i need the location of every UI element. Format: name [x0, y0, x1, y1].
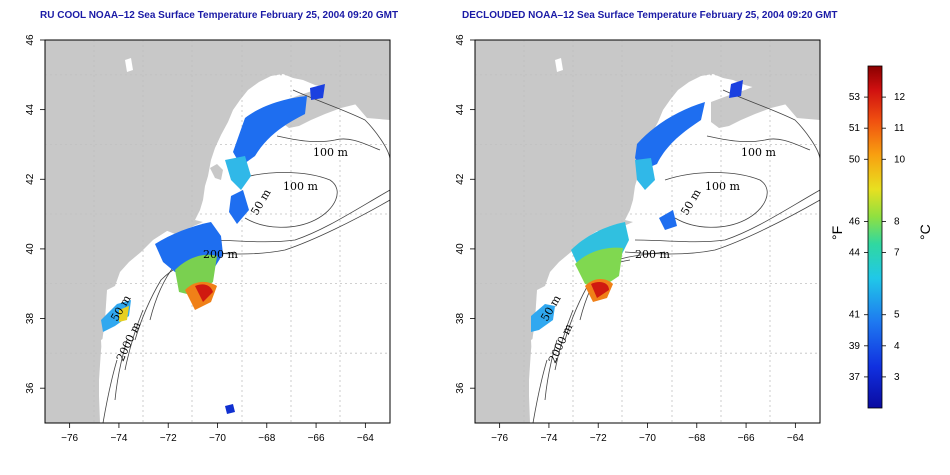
right-y-tick-label: 40 — [455, 243, 466, 255]
colorbar-gradient — [867, 65, 883, 409]
left-y-tick-label: 42 — [25, 173, 36, 185]
left-x-tick-label: −66 — [308, 433, 325, 444]
sst-patch-coastal — [531, 304, 555, 332]
colorbar-celsius-tick-label: 11 — [894, 123, 905, 134]
right-map-axes: −76 −74 −72 −70 −68 −66 −64 36 38 40 42 44 46 — [455, 34, 804, 444]
left-x-tick-label: −68 — [258, 433, 275, 444]
left-y-tick-label: 46 — [25, 34, 36, 46]
colorbar-fahrenheit-tick-label: 51 — [849, 123, 861, 134]
colorbar-ticks: 12 53 11 51 10 50 8 46 7 44 5 41 4 39 3 37 — [849, 92, 906, 383]
right-x-tick-label: −64 — [787, 433, 804, 444]
colorbar: 12 53 11 51 10 50 8 46 7 44 5 41 4 39 3 37 °F °C — [829, 65, 933, 409]
sst-patch-coastal — [101, 300, 131, 332]
contour-label-200m: 200 m — [635, 248, 670, 261]
right-y-tick-label: 38 — [455, 313, 466, 325]
sst-patch-georges — [635, 158, 655, 190]
colorbar-celsius-label: °C — [917, 224, 933, 240]
left-map-axes: −76 −74 −72 −70 −68 −66 −64 36 38 40 42 44 46 — [25, 34, 374, 444]
sst-patch-coastal-warm — [119, 306, 129, 322]
right-y-tick-label: 36 — [455, 382, 466, 394]
right-y-tick-label: 44 — [455, 104, 466, 116]
colorbar-fahrenheit-tick-label: 50 — [849, 154, 861, 165]
left-x-tick-label: −72 — [160, 433, 177, 444]
sst-patch-south-ne — [229, 190, 249, 224]
sst-patch-gulf-stream — [591, 282, 609, 298]
right-panel-title: DECLOUDED NOAA–12 Sea Surface Temperatur… — [462, 10, 838, 21]
left-x-tick-label: −64 — [357, 433, 374, 444]
sst-patch-gulf-of-maine — [233, 96, 307, 166]
right-x-tick-label: −70 — [639, 433, 656, 444]
left-panel-title: RU COOL NOAA–12 Sea Surface Temperature … — [40, 10, 399, 21]
contour-label-100m-a: 100 m — [741, 146, 776, 159]
right-y-tick-label: 42 — [455, 173, 466, 185]
left-x-tick-label: −70 — [209, 433, 226, 444]
left-y-tick-label: 36 — [25, 382, 36, 394]
sst-patch-georges — [225, 156, 251, 190]
left-map: 100 m 100 m 50 m 200 m 50 m 2000 m — [44, 39, 391, 424]
right-x-tick-label: −74 — [540, 433, 557, 444]
sst-patch-south-ne — [659, 210, 677, 230]
colorbar-fahrenheit-tick-label: 41 — [849, 310, 861, 321]
colorbar-celsius-tick-label: 8 — [894, 216, 900, 227]
colorbar-fahrenheit-label: °F — [829, 226, 845, 240]
left-y-tick-label: 44 — [25, 104, 36, 116]
left-x-tick-label: −74 — [110, 433, 127, 444]
contour-label-100m-a: 100 m — [313, 146, 348, 159]
contour-label-100m-b: 100 m — [283, 180, 318, 193]
sst-patch-north — [310, 84, 325, 100]
right-y-tick-label: 46 — [455, 34, 466, 46]
right-x-tick-label: −66 — [738, 433, 755, 444]
sst-patch-shelf-warm — [575, 247, 623, 288]
colorbar-fahrenheit-tick-label: 37 — [849, 372, 861, 383]
colorbar-celsius-tick-label: 3 — [894, 372, 900, 383]
right-x-tick-label: −72 — [590, 433, 607, 444]
left-y-tick-label: 40 — [25, 243, 36, 255]
colorbar-fahrenheit-tick-label: 53 — [849, 92, 861, 103]
contour-label-100m-b: 100 m — [705, 180, 740, 193]
colorbar-celsius-tick-label: 4 — [894, 341, 900, 352]
colorbar-celsius-tick-label: 12 — [894, 92, 906, 103]
left-x-tick-label: −76 — [61, 433, 78, 444]
sst-patch-north — [729, 80, 743, 98]
contour-label-200m: 200 m — [203, 248, 238, 261]
colorbar-celsius-tick-label: 10 — [894, 154, 906, 165]
colorbar-fahrenheit-tick-label: 39 — [849, 341, 861, 352]
right-x-tick-label: −76 — [491, 433, 508, 444]
sst-patch-gulf-of-maine — [635, 102, 705, 170]
colorbar-celsius-tick-label: 7 — [894, 248, 900, 259]
left-y-tick-label: 38 — [25, 313, 36, 325]
sst-patch-gulf-stream — [195, 284, 213, 302]
right-x-tick-label: −68 — [688, 433, 705, 444]
right-map: 100 m 100 m 50 m 200 m 50 m 2000 m — [474, 39, 821, 424]
colorbar-celsius-tick-label: 5 — [894, 310, 900, 321]
sst-patch-offshore — [225, 404, 235, 414]
colorbar-fahrenheit-tick-label: 44 — [849, 248, 861, 259]
colorbar-fahrenheit-tick-label: 46 — [849, 216, 861, 227]
